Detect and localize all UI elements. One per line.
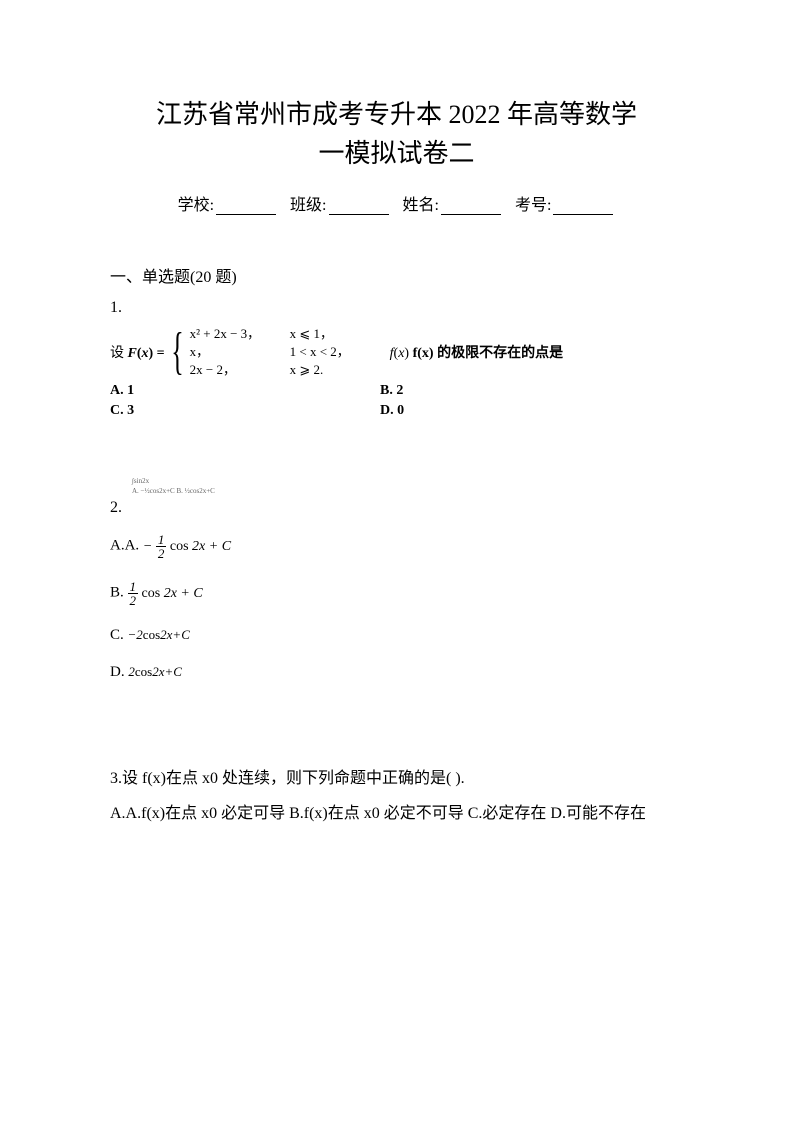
q2-option-a[interactable]: A.A. − 12 cos 2x + C	[110, 533, 683, 560]
school-blank[interactable]	[216, 199, 276, 215]
q1-option-a[interactable]: A. 1	[110, 383, 380, 399]
q2-option-d[interactable]: D. 2cos2x+C	[110, 664, 683, 681]
question-3: 3.设 f(x)在点 x0 处连续，则下列命题中正确的是( ). A.A.f(x…	[110, 761, 683, 831]
q1-option-c[interactable]: C. 3	[110, 403, 380, 419]
pw-cond-1: x ⩽ 1，	[290, 325, 390, 343]
q2-tiny-1: ∫sin2x	[132, 477, 215, 485]
name-blank[interactable]	[441, 199, 501, 215]
q1-prefix: 设 F(x) =	[110, 342, 165, 362]
question-1: 1. 设 F(x) = { x² + 2x − 3， x ⩽ 1， x， 1 <…	[110, 299, 683, 419]
title-line-2: 一模拟试卷二	[110, 134, 683, 173]
pw-cond-2: 1 < x < 2，	[290, 343, 390, 361]
q1-option-b[interactable]: B. 2	[380, 383, 480, 399]
school-label: 学校:	[178, 197, 214, 214]
exam-title: 江苏省常州市成考专升本 2022 年高等数学 一模拟试卷二	[110, 95, 683, 173]
id-label: 考号:	[515, 197, 551, 214]
q1-tail: f(x) f(x) 的极限不存在的点是	[390, 342, 563, 362]
brace-icon: {	[171, 326, 183, 378]
q2-tiny-2: A. −½cos2x+C B. ½cos2x+C	[132, 487, 215, 495]
id-blank[interactable]	[553, 199, 613, 215]
pw-expr-1: x² + 2x − 3，	[190, 325, 290, 343]
section-1-title: 一、单选题(20 题)	[110, 263, 683, 287]
q1-number: 1.	[110, 299, 683, 317]
question-2: ∫sin2x A. −½cos2x+C B. ½cos2x+C 2. A.A. …	[110, 499, 683, 681]
student-info-line: 学校: 班级: 姓名: 考号:	[110, 191, 683, 215]
q1-piecewise: x² + 2x − 3， x ⩽ 1， x， 1 < x < 2， 2x − 2…	[190, 325, 390, 379]
pw-expr-2: x，	[190, 343, 290, 361]
q2-option-c[interactable]: C. −2cos2x+C	[110, 627, 683, 644]
title-line-1: 江苏省常州市成考专升本 2022 年高等数学	[110, 95, 683, 134]
q2-option-b[interactable]: B. 12 cos 2x + C	[110, 580, 683, 607]
class-blank[interactable]	[329, 199, 389, 215]
q3-stem: 3.设 f(x)在点 x0 处连续，则下列命题中正确的是( ).	[110, 761, 683, 796]
pw-cond-3: x ⩾ 2.	[290, 361, 390, 379]
name-label: 姓名:	[403, 197, 439, 214]
q1-option-d[interactable]: D. 0	[380, 403, 480, 419]
q2-number: 2.	[110, 499, 122, 516]
class-label: 班级:	[290, 197, 326, 214]
q3-options: A.A.f(x)在点 x0 必定可导 B.f(x)在点 x0 必定不可导 C.必…	[110, 796, 683, 831]
pw-expr-3: 2x − 2，	[190, 361, 290, 379]
